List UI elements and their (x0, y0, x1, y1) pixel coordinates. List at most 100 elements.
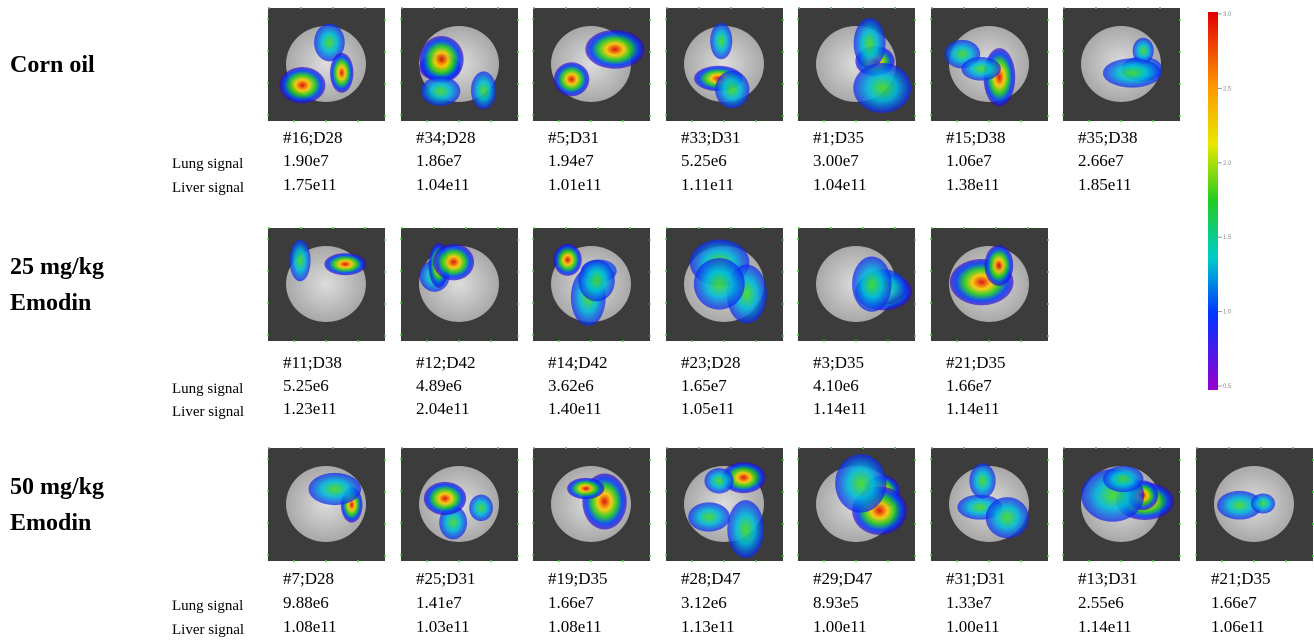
lung-image (930, 447, 1049, 562)
liver-signal: 1.14e11 (813, 399, 867, 418)
sample-id: #1;D35 (813, 128, 864, 147)
lung-image (930, 7, 1049, 122)
signal-blob (420, 76, 461, 106)
sample-id: #28;D47 (681, 569, 741, 588)
lung-signal: 1.90e7 (283, 151, 329, 170)
row-label: Liver signal (172, 180, 244, 196)
colorbar-tick-label: 2.5 (1223, 86, 1232, 92)
row-label: Lung signal (172, 156, 243, 172)
colorbar-tick-label: 1.5 (1223, 235, 1232, 241)
signal-blob (433, 243, 475, 281)
signal-blob (727, 500, 765, 559)
group-label: Emodin (10, 290, 91, 316)
signal-blob (710, 22, 733, 60)
lung-image (532, 447, 651, 562)
sample-id: #34;D28 (416, 128, 476, 147)
liver-signal: 1.04e11 (813, 175, 867, 194)
lung-image (1062, 7, 1181, 122)
lung-image (267, 227, 386, 342)
liver-signal: 1.04e11 (416, 175, 470, 194)
lung-image (797, 7, 916, 122)
signal-blob (578, 259, 615, 302)
lung-signal: 1.06e7 (946, 151, 992, 170)
lung-image (665, 447, 784, 562)
lung-image (665, 7, 784, 122)
lung-signal: 1.33e7 (946, 593, 992, 612)
lung-image (797, 447, 916, 562)
liver-signal: 1.01e11 (548, 175, 602, 194)
lung-image (267, 447, 386, 562)
sample-id: #14;D42 (548, 353, 608, 372)
lung-signal: 1.41e7 (416, 593, 462, 612)
sample-id: #21;D35 (1211, 569, 1271, 588)
liver-signal: 2.04e11 (416, 399, 470, 418)
signal-blob (721, 462, 766, 494)
sample-id: #3;D35 (813, 353, 864, 372)
signal-blob (1132, 37, 1154, 64)
liver-signal: 1.03e11 (416, 617, 470, 636)
liver-signal: 1.00e11 (813, 617, 867, 636)
liver-signal: 1.14e11 (1078, 617, 1132, 636)
row-label: Liver signal (172, 404, 244, 420)
signal-blob (1102, 58, 1162, 88)
sample-id: #25;D31 (416, 569, 476, 588)
signal-blob (279, 67, 326, 104)
lung-signal: 2.55e6 (1078, 593, 1124, 612)
signal-blob (567, 477, 605, 500)
lung-signal: 5.25e6 (283, 376, 329, 395)
colorbar-tick-label: 2.0 (1223, 161, 1232, 167)
signal-blob (984, 244, 1014, 286)
signal-blob (423, 481, 467, 516)
signal-blob (715, 70, 750, 109)
signal-blob (324, 253, 367, 276)
signal-blob (314, 23, 345, 62)
lung-signal: 9.88e6 (283, 593, 329, 612)
colorbar-tick-label: 1.0 (1223, 310, 1232, 316)
signal-blob (470, 71, 497, 110)
signal-blob (1250, 493, 1276, 514)
sample-id: #13;D31 (1078, 569, 1138, 588)
lung-signal: 3.12e6 (681, 593, 727, 612)
signal-blob (693, 258, 745, 310)
colorbar (1208, 12, 1218, 390)
sample-id: #21;D35 (946, 353, 1006, 372)
sample-id: #5;D31 (548, 128, 599, 147)
group-label: Emodin (10, 510, 91, 536)
lung-image (400, 227, 519, 342)
liver-signal: 1.40e11 (548, 399, 602, 418)
signal-blob (969, 463, 996, 499)
signal-blob (553, 243, 582, 276)
lung-image (1195, 447, 1314, 562)
sample-id: #12;D42 (416, 353, 476, 372)
lung-signal: 4.10e6 (813, 376, 859, 395)
group-label: 50 mg/kg (10, 474, 104, 500)
signal-blob (308, 472, 362, 506)
signal-blob (1103, 465, 1144, 493)
sample-id: #29;D47 (813, 569, 873, 588)
liver-signal: 1.08e11 (283, 617, 337, 636)
liver-signal: 1.23e11 (283, 399, 337, 418)
sample-id: #23;D28 (681, 353, 741, 372)
lung-signal: 3.00e7 (813, 151, 859, 170)
lung-signal: 2.66e7 (1078, 151, 1124, 170)
sample-id: #33;D31 (681, 128, 741, 147)
signal-blob (419, 36, 464, 83)
liver-signal: 1.75e11 (283, 175, 337, 194)
row-label: Liver signal (172, 622, 244, 638)
signal-blob (553, 62, 590, 97)
signal-blob (585, 29, 645, 69)
signal-blob (1217, 490, 1263, 520)
sample-id: #11;D38 (283, 353, 342, 372)
signal-blob (852, 256, 892, 312)
lung-image (797, 227, 916, 342)
signal-blob (704, 468, 734, 494)
lung-signal: 1.66e7 (548, 593, 594, 612)
lung-signal: 1.65e7 (681, 376, 727, 395)
sample-id: #7;D28 (283, 569, 334, 588)
liver-signal: 1.06e11 (1211, 617, 1265, 636)
group-label: Corn oil (10, 52, 95, 78)
lung-image (1062, 447, 1181, 562)
colorbar-tick-label: 3.0 (1223, 12, 1232, 18)
liver-signal: 1.05e11 (681, 399, 735, 418)
liver-signal: 1.11e11 (681, 175, 734, 194)
